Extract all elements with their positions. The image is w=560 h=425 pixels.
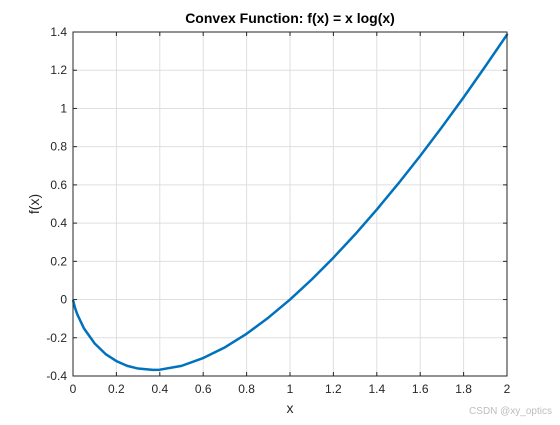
y-tick-label: 0.8 (50, 140, 67, 154)
y-axis-label: f(x) (26, 194, 42, 214)
x-tick-label: 2 (504, 382, 511, 396)
x-tick-label: 1.6 (412, 382, 429, 396)
x-tick-label: 0.8 (238, 382, 255, 396)
ticks: 0 0.2 0.4 0.6 0.8 1 1.2 1.4 1.6 1.8 2 -0.4 -0.2 0 0.2 0… (46, 25, 510, 396)
y-tick-label: 0.2 (50, 254, 67, 268)
x-axis-label: x (287, 400, 294, 416)
x-tick-label: 0.6 (195, 382, 212, 396)
x-tick-label: 1.4 (368, 382, 385, 396)
x-tick-label: 0.2 (108, 382, 125, 396)
y-tick-label: 0 (60, 293, 67, 307)
y-tick-label: 0.4 (50, 216, 67, 230)
series-line (71, 33, 509, 372)
x-tick-label: 0 (70, 382, 77, 396)
y-tick-label: -0.2 (46, 331, 67, 345)
x-tick-label: 0.4 (151, 382, 168, 396)
curve-layer (71, 33, 509, 372)
y-tick-label: 1.4 (50, 25, 67, 39)
y-tick-label: -0.4 (46, 369, 67, 383)
x-tick-label: 1.8 (455, 382, 472, 396)
y-tick-label: 0.6 (50, 178, 67, 192)
y-tick-label: 1 (60, 101, 67, 115)
watermark: CSDN @xy_optics (469, 406, 552, 417)
y-tick-label: 1.2 (50, 63, 67, 77)
x-tick-label: 1.2 (325, 382, 342, 396)
chart-title: Convex Function: f(x) = x log(x) (185, 10, 395, 26)
x-tick-label: 1 (287, 382, 294, 396)
